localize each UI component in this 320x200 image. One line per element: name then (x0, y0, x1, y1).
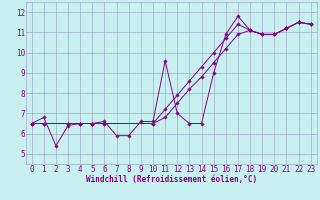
X-axis label: Windchill (Refroidissement éolien,°C): Windchill (Refroidissement éolien,°C) (86, 175, 257, 184)
